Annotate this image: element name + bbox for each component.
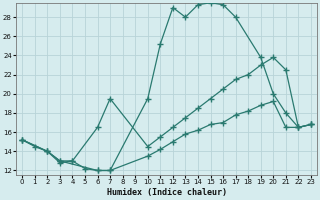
X-axis label: Humidex (Indice chaleur): Humidex (Indice chaleur) xyxy=(107,188,227,197)
